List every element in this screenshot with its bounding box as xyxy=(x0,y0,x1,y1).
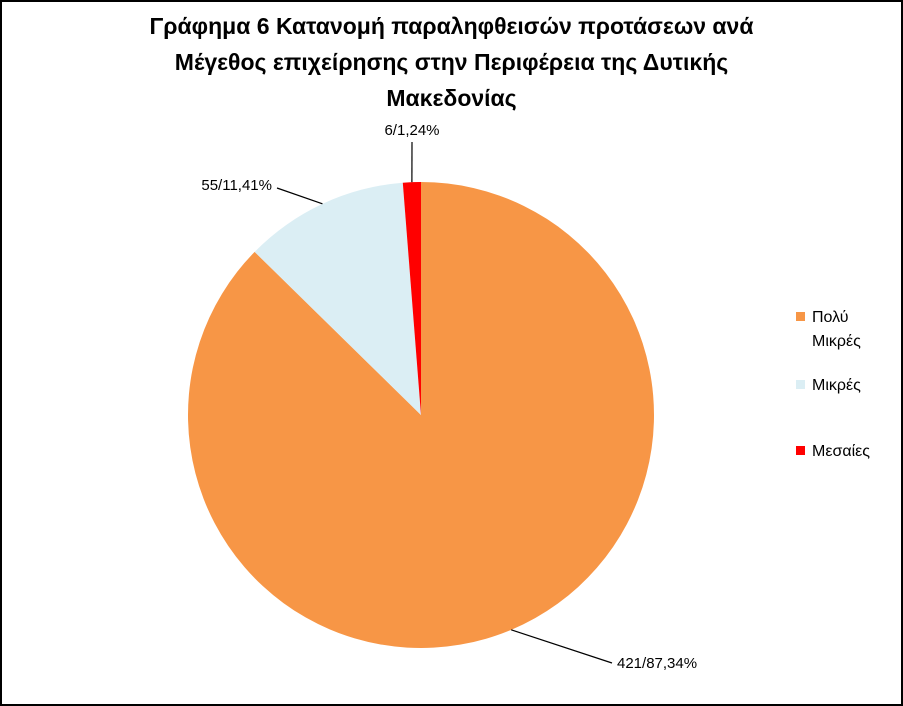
chart-title: Γράφημα 6 Κατανομή παραληφθεισών προτάσε… xyxy=(40,8,863,116)
pie-slice-mikres xyxy=(254,182,421,415)
data-label-poly-mikres: 421/87,34% xyxy=(617,655,697,672)
legend-swatch-poly-mikres xyxy=(796,312,805,321)
legend-swatch-mikres xyxy=(796,380,805,389)
legend-swatch-mesaies xyxy=(796,446,805,455)
pie-slice-poly-mikres xyxy=(188,182,654,648)
data-label-mikres: 55/11,41% xyxy=(201,177,272,194)
chart-title-line-2: Μέγεθος επιχείρησης στην Περιφέρεια της … xyxy=(174,49,729,75)
chart-title-line-3: Μακεδονίας xyxy=(386,85,517,111)
legend-label-poly-mikres-line-1: Πολύ xyxy=(812,309,849,326)
legend-label-mesaies: Μεσαίες xyxy=(812,443,870,460)
legend-label-mikres: Μικρές xyxy=(812,377,861,394)
leader-line-mikres xyxy=(276,187,323,205)
chart-title-line-1: Γράφημα 6 Κατανομή παραληφθεισών προτάσε… xyxy=(149,13,754,39)
pie-slice-mesaies xyxy=(402,182,421,415)
leader-line-poly-mikres xyxy=(511,629,613,664)
data-label-mesaies: 6/1,24% xyxy=(384,122,439,139)
legend-label-poly-mikres-line-2: Μικρές xyxy=(812,333,861,350)
